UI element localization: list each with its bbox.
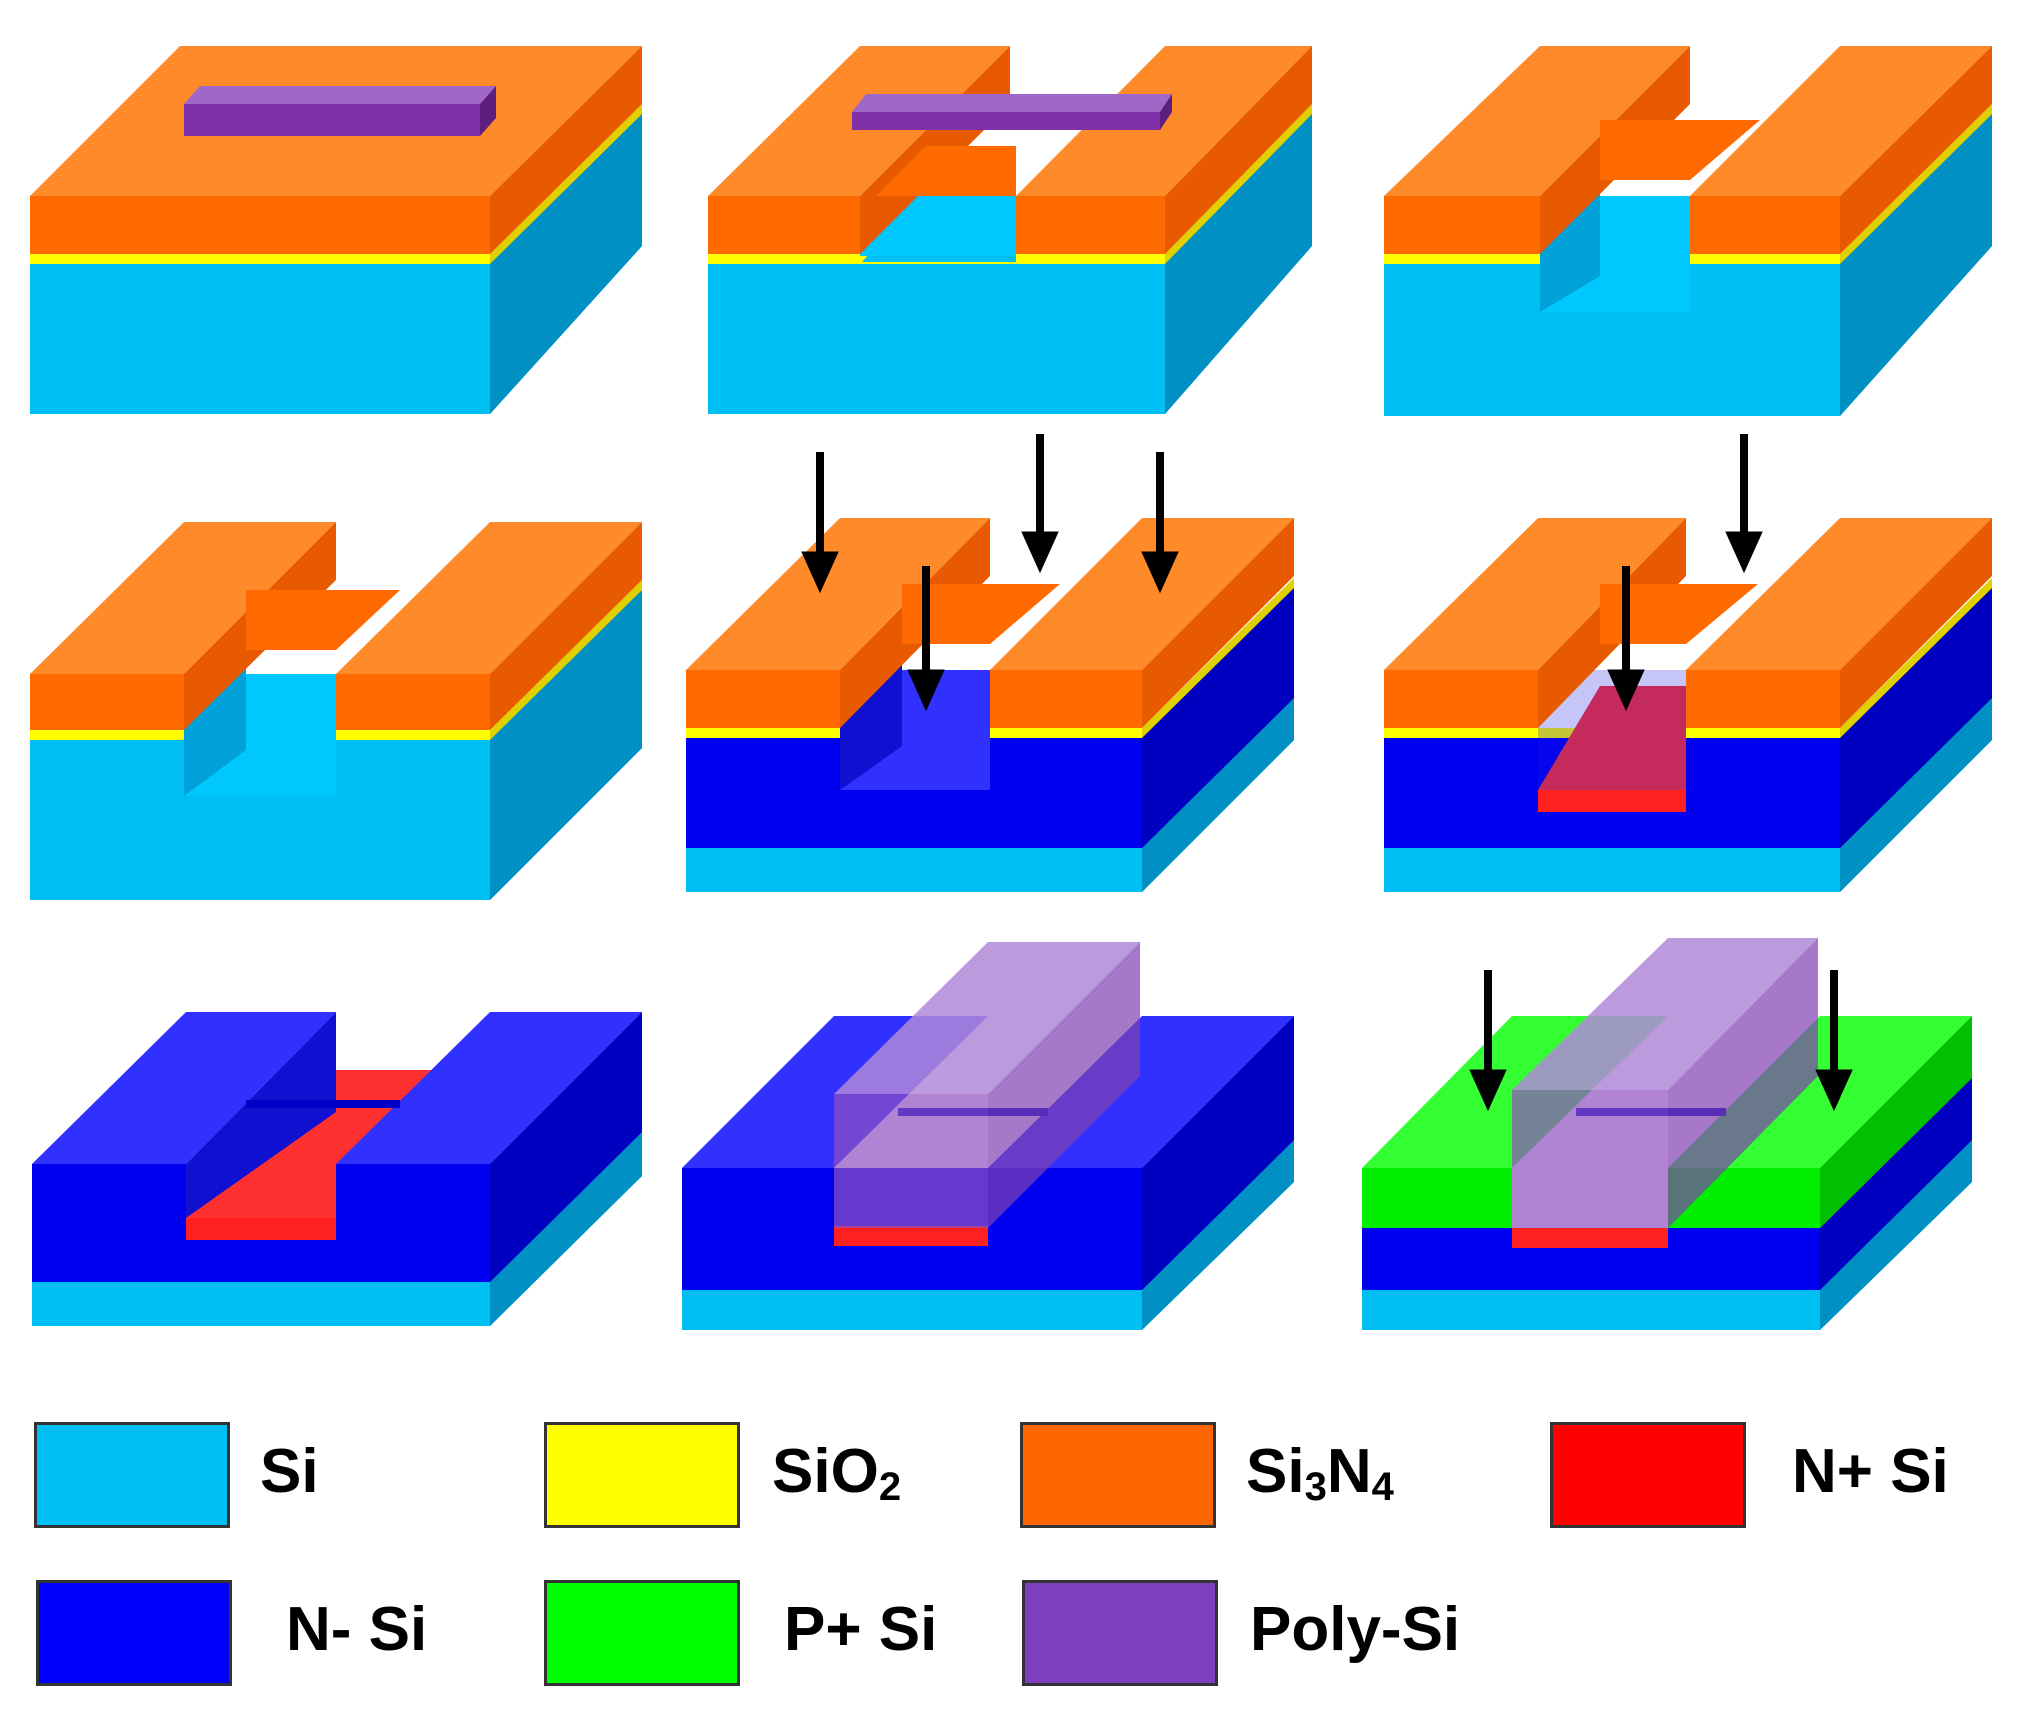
arrow-down-icon xyxy=(1725,434,1763,574)
step-8-block xyxy=(682,942,1294,1330)
arrow-down-icon xyxy=(1815,970,1853,1112)
arrow-down-icon xyxy=(1021,434,1059,574)
legend-label-p-plus-si: P+ Si xyxy=(784,1595,938,1664)
step-7-block xyxy=(32,1012,642,1326)
legend-label-poly-si: Poly-Si xyxy=(1250,1595,1461,1664)
step-6-block xyxy=(1384,518,1992,892)
step-2-block xyxy=(708,46,1312,414)
legend-swatch-si xyxy=(34,1422,230,1528)
step-1-block xyxy=(30,46,642,414)
arrow-down-icon xyxy=(1469,970,1507,1112)
legend-label-n-plus-si: N+ Si xyxy=(1792,1437,1949,1506)
arrow-down-icon xyxy=(1607,566,1645,712)
legend-label-si: Si xyxy=(260,1437,319,1506)
implant-arrows xyxy=(801,434,1853,1112)
step-3-block xyxy=(1384,46,1992,416)
legend-swatch-n-plus-si xyxy=(1550,1422,1746,1528)
legend-swatch-p-plus-si xyxy=(544,1580,740,1686)
arrow-down-icon xyxy=(801,452,839,594)
legend-swatch-si3n4 xyxy=(1020,1422,1216,1528)
arrow-down-icon xyxy=(907,566,945,712)
legend-label-n-minus-si: N- Si xyxy=(286,1595,428,1664)
legend-label-si3n4: Si3N4 xyxy=(1246,1437,1394,1509)
step-5-block xyxy=(686,518,1294,892)
step-4-block xyxy=(30,522,642,900)
step-9-block xyxy=(1362,938,1972,1330)
legend-swatch-n-minus-si xyxy=(36,1580,232,1686)
legend-label-sio2: SiO2 xyxy=(772,1437,902,1509)
arrow-down-icon xyxy=(1141,452,1179,594)
legend-swatch-sio2 xyxy=(544,1422,740,1528)
legend-swatch-poly-si xyxy=(1022,1580,1218,1686)
